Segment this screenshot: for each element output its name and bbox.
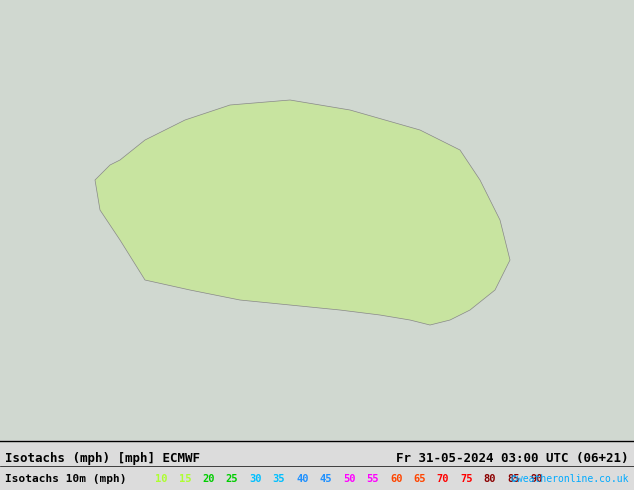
Text: ©weatheronline.co.uk: ©weatheronline.co.uk <box>512 474 629 484</box>
Text: 10: 10 <box>155 474 168 484</box>
Text: 45: 45 <box>320 474 332 484</box>
Polygon shape <box>95 100 510 325</box>
Text: 50: 50 <box>343 474 356 484</box>
Text: Isotachs 10m (mph): Isotachs 10m (mph) <box>5 474 127 484</box>
Text: 35: 35 <box>273 474 285 484</box>
Text: 60: 60 <box>390 474 403 484</box>
Text: 25: 25 <box>226 474 238 484</box>
Text: Isotachs (mph) [mph] ECMWF: Isotachs (mph) [mph] ECMWF <box>5 452 200 465</box>
Text: 20: 20 <box>202 474 215 484</box>
Text: 85: 85 <box>507 474 520 484</box>
Text: 70: 70 <box>437 474 450 484</box>
Text: 30: 30 <box>249 474 262 484</box>
Text: 75: 75 <box>460 474 473 484</box>
Text: 65: 65 <box>413 474 426 484</box>
Text: 90: 90 <box>531 474 543 484</box>
Text: 55: 55 <box>366 474 379 484</box>
Text: Fr 31-05-2024 03:00 UTC (06+21): Fr 31-05-2024 03:00 UTC (06+21) <box>396 452 629 465</box>
Text: 80: 80 <box>484 474 496 484</box>
Text: 15: 15 <box>179 474 191 484</box>
Text: 40: 40 <box>296 474 309 484</box>
